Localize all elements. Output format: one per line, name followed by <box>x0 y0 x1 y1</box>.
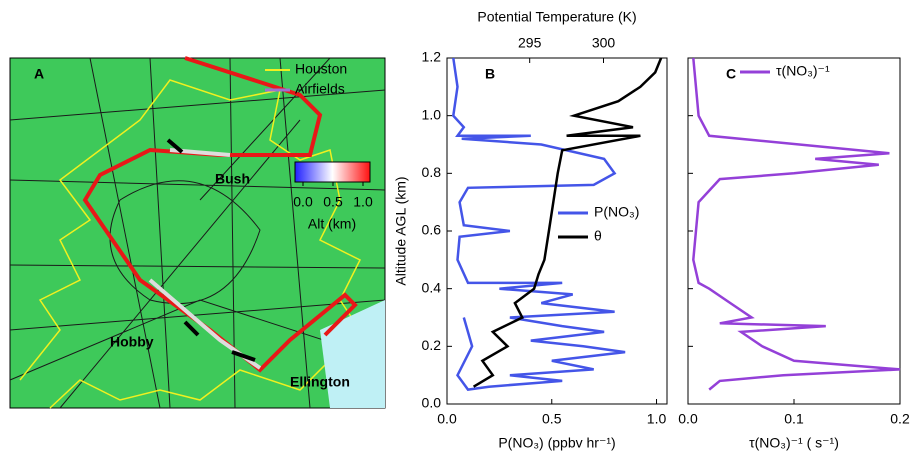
plot-frame <box>687 57 901 405</box>
legend-label: Airfields <box>295 81 345 97</box>
arrows <box>166 138 256 362</box>
place-label: Bush <box>215 171 250 187</box>
x-axis-label: P(NO₃) (ppbv hr⁻¹) <box>498 435 615 451</box>
x-tick-label: 0.1 <box>784 411 804 427</box>
panel-label: C <box>726 66 736 82</box>
colorbar <box>294 161 371 183</box>
x-tick-label: 0.0 <box>437 411 457 427</box>
panel-label: A <box>34 66 44 82</box>
colorbar-label: Alt (km) <box>308 216 356 232</box>
profile-line <box>472 57 663 388</box>
plot-frame <box>446 57 668 405</box>
legend-label: Houston <box>295 61 347 77</box>
x-tick-label: 0.5 <box>542 411 562 427</box>
y-tick-label: 0.8 <box>422 164 442 180</box>
colorbar-tick-label: 0.0 <box>293 194 313 210</box>
place-label: Hobby <box>110 334 154 350</box>
y-tick-label: 0.2 <box>422 337 442 353</box>
y-tick-label: 0.0 <box>422 395 442 411</box>
legend-label: P(NO₃) <box>594 204 639 220</box>
x2-tick-label: 295 <box>518 35 542 51</box>
map-panel: A Houston Airfields Bush Hobby Ellington… <box>9 56 386 409</box>
roads <box>9 57 386 409</box>
profile-line <box>692 57 901 391</box>
legend-label: τ(NO₃)⁻¹ <box>776 63 830 79</box>
colorbar-tick-label: 0.5 <box>323 194 343 210</box>
y-axis-label: Altitude AGL (km) <box>393 176 409 285</box>
x2-tick-label: 300 <box>592 35 616 51</box>
y-tick-label: 1.0 <box>422 106 442 122</box>
map-background <box>9 57 386 409</box>
x-tick-label: 0.2 <box>890 411 910 427</box>
colorbar-tick-label: 1.0 <box>353 194 373 210</box>
legend-label: θ <box>594 228 602 244</box>
panel-label: B <box>485 66 495 82</box>
x-axis-label: τ(NO₃)⁻¹ ( s⁻¹) <box>749 435 839 451</box>
y-tick-label: 1.2 <box>422 49 442 65</box>
y-tick-label: 0.6 <box>422 222 442 238</box>
place-label: Ellington <box>290 374 350 390</box>
x-tick-label: 0.0 <box>678 411 698 427</box>
y-tick-label: 0.4 <box>422 279 442 295</box>
x-tick-label: 1.0 <box>647 411 667 427</box>
x2-axis-label: Potential Temperature (K) <box>477 9 636 25</box>
city-boundary <box>19 79 362 409</box>
water <box>320 300 385 408</box>
flight-track <box>82 56 358 373</box>
profile-line <box>451 57 626 391</box>
